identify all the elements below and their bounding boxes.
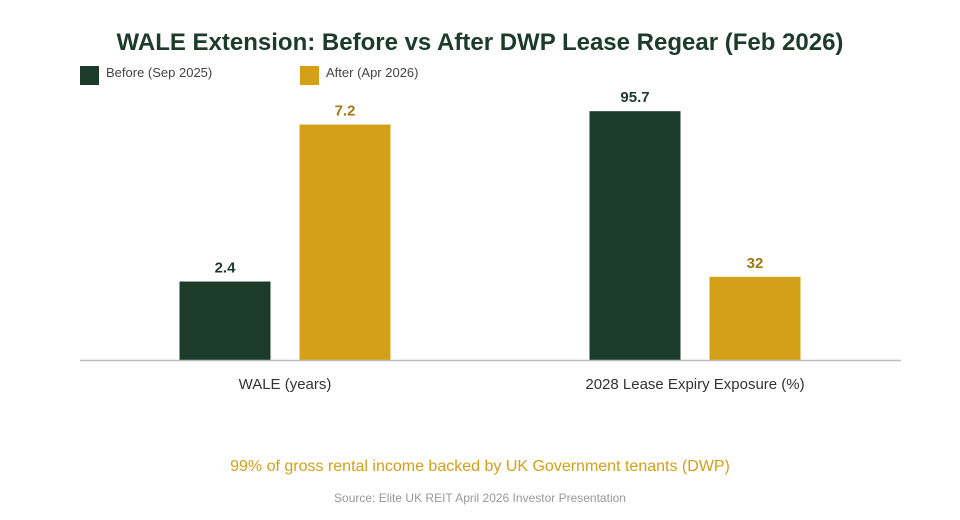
value-label-expiry-before: 95.7: [620, 89, 649, 106]
value-label-wale-before: 2.4: [215, 260, 237, 277]
legend: Before (Sep 2025) After (Apr 2026): [80, 65, 419, 85]
bar-wale-after: [299, 124, 391, 360]
category-label-wale: WALE (years): [239, 376, 332, 393]
chart-title: WALE Extension: Before vs After DWP Leas…: [117, 29, 844, 56]
bar-group: 2.4 7.2 95.7 32: [179, 89, 801, 361]
tenant-note: 99% of gross rental income backed by UK …: [230, 458, 730, 475]
source-note: Source: Elite UK REIT April 2026 Investo…: [334, 491, 626, 505]
bar-wale-before: [179, 281, 271, 360]
value-label-expiry-after: 32: [747, 255, 764, 272]
legend-label-before: Before (Sep 2025): [106, 65, 212, 80]
value-label-wale-after: 7.2: [335, 103, 356, 120]
bar-expiry-after: [709, 276, 801, 360]
legend-label-after: After (Apr 2026): [326, 65, 419, 80]
bar-expiry-before: [589, 111, 681, 361]
legend-swatch-after: [300, 66, 319, 85]
legend-swatch-before: [80, 66, 99, 85]
category-label-expiry: 2028 Lease Expiry Exposure (%): [585, 376, 804, 393]
